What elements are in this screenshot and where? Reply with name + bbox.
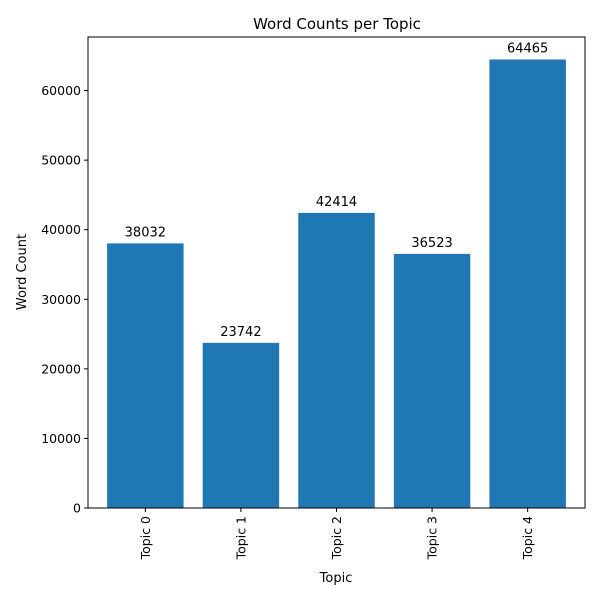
data-label-0: 38032 (125, 225, 166, 240)
y-tick-label-1: 10000 (41, 431, 81, 446)
y-tick-label-5: 50000 (41, 153, 81, 168)
x-axis-label: Topic (319, 571, 353, 586)
chart-title: Word Counts per Topic (253, 15, 421, 33)
data-label-3: 36523 (411, 236, 452, 251)
y-tick-label-4: 40000 (41, 222, 81, 237)
x-tick-label-4: Topic 4 (520, 516, 535, 560)
bar-1 (202, 342, 280, 508)
bar-0 (107, 243, 184, 508)
y-tick-label-6: 60000 (41, 83, 81, 98)
bar-4 (489, 59, 566, 508)
y-tick-label-0: 0 (73, 501, 81, 516)
data-label-2: 42414 (316, 195, 357, 210)
x-axis: Topic 0 Topic 1 Topic 2 Topic 3 Topic 4 (138, 508, 535, 560)
x-tick-label-1: Topic 1 (233, 516, 248, 560)
data-label-4: 64465 (507, 42, 548, 57)
bar-3 (393, 253, 471, 508)
data-labels-group: 38032 23742 42414 36523 64465 (125, 42, 549, 340)
plot-frame (87, 36, 586, 509)
x-tick-label-3: Topic 3 (425, 516, 440, 560)
y-tick-label-3: 30000 (41, 292, 81, 307)
bars-group (107, 59, 566, 509)
y-tick-label-2: 20000 (41, 361, 81, 376)
y-axis-label: Word Count (15, 234, 30, 310)
data-label-1: 23742 (220, 325, 261, 340)
y-axis: 0 10000 20000 30000 40000 50000 60000 (41, 83, 88, 516)
x-tick-label-2: Topic 2 (329, 516, 344, 560)
x-tick-label-0: Topic 0 (138, 516, 153, 560)
bar-2 (298, 212, 375, 509)
